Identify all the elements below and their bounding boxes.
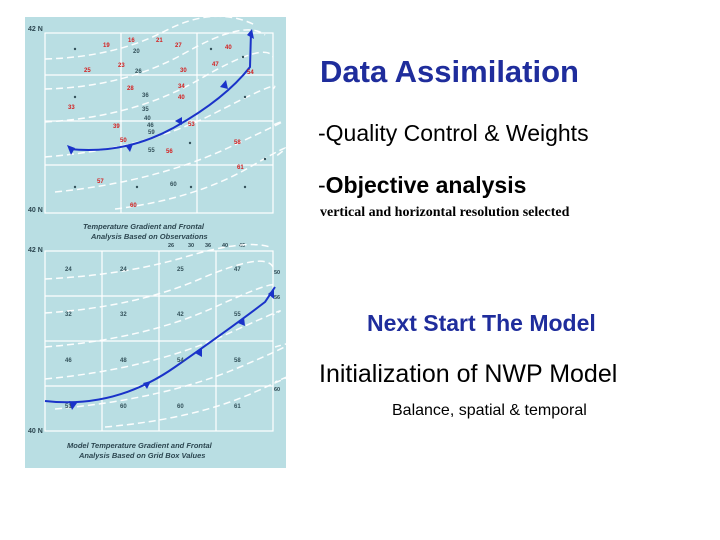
obs-label: 34 <box>178 84 185 90</box>
bottom-lat-top-label: 42 N <box>28 247 43 254</box>
obs-label: 58 <box>234 140 241 146</box>
top-grid <box>44 32 274 214</box>
top-caption-line1: Temperature Gradient and Frontal <box>83 222 205 231</box>
svg-text:60: 60 <box>274 387 280 393</box>
obs-label: 26 <box>135 69 142 75</box>
obs-label: 54 <box>247 70 254 76</box>
obs-label: 57 <box>97 179 104 185</box>
bullet-dash: - <box>318 172 326 198</box>
obs-label: 40 <box>144 116 151 122</box>
svg-text:36: 36 <box>205 243 211 249</box>
obs-label: 53 <box>188 122 195 128</box>
svg-text:50: 50 <box>274 270 280 276</box>
grid-value: 47 <box>234 267 241 273</box>
initialization-line: Initialization of NWP Model <box>319 360 618 388</box>
grid-value: 24 <box>65 267 72 273</box>
svg-text:26: 26 <box>168 243 174 249</box>
balance-line: Balance, spatial & temporal <box>392 402 587 419</box>
bullet-quality-control: -Quality Control & Weights <box>318 120 589 146</box>
bottom-panel: 42 N 40 N 26 30 36 40 46 50 56 60 <box>28 243 286 460</box>
obs-label: 40 <box>225 45 232 51</box>
grid-value: 58 <box>234 358 241 364</box>
grid-value: 55 <box>234 312 241 318</box>
top-front <box>67 29 254 155</box>
obs-label: 60 <box>170 182 177 188</box>
obs-label: 19 <box>103 43 110 49</box>
grid-value: 54 <box>177 358 184 364</box>
obs-label: 23 <box>118 63 125 69</box>
grid-value: 60 <box>120 404 127 410</box>
obs-label: 28 <box>127 86 134 92</box>
obs-label: 39 <box>113 124 120 130</box>
bottom-grid-values: 24 24 25 47 32 32 42 55 46 48 54 58 51 6… <box>65 267 241 410</box>
top-panel: 42 N 40 N 16 21 <box>28 17 286 241</box>
bottom-front <box>44 286 276 410</box>
svg-text:46: 46 <box>239 243 245 249</box>
bottom-caption-line2: Analysis Based on Grid Box Values <box>78 451 205 460</box>
obs-label: 61 <box>237 165 244 171</box>
obs-label: 20 <box>133 49 140 55</box>
obs-label: 60 <box>130 203 137 209</box>
top-lat-bottom-label: 40 N <box>28 207 43 214</box>
bottom-caption-line1: Model Temperature Gradient and Frontal <box>67 441 213 450</box>
bottom-grid <box>44 250 274 432</box>
obs-label: 21 <box>156 38 163 44</box>
obs-label: 33 <box>68 105 75 111</box>
slide-title: Data Assimilation <box>320 54 579 89</box>
svg-text:30: 30 <box>188 243 194 249</box>
top-station-dots <box>73 47 267 189</box>
obs-label: 50 <box>120 138 127 144</box>
grid-value: 42 <box>177 312 184 318</box>
obs-label: 46 <box>147 123 154 129</box>
grid-value: 32 <box>65 312 72 318</box>
figure-background <box>25 17 286 468</box>
bottom-top-ticks: 26 30 36 40 46 <box>168 243 245 249</box>
bottom-right-ticks: 50 56 60 <box>274 270 280 393</box>
top-caption-line2: Analysis Based on Observations <box>90 232 208 241</box>
obs-label: 16 <box>128 38 135 44</box>
bottom-lat-bottom-label: 40 N <box>28 428 43 435</box>
svg-text:40: 40 <box>222 243 228 249</box>
obs-label: 25 <box>84 68 91 74</box>
obs-label: 30 <box>180 68 187 74</box>
grid-value: 24 <box>120 267 127 273</box>
obs-label: 55 <box>148 148 155 154</box>
obs-label: 59 <box>148 130 155 136</box>
bullet-resolution: vertical and horizontal resolution selec… <box>320 205 570 220</box>
bullet-objective-analysis: -Objective analysis <box>318 172 526 199</box>
obs-label: 40 <box>178 95 185 101</box>
next-start-heading: Next Start The Model <box>367 310 596 336</box>
obs-label: 47 <box>212 62 219 68</box>
grid-value: 48 <box>120 358 127 364</box>
grid-value: 61 <box>234 404 241 410</box>
svg-text:56: 56 <box>274 295 280 301</box>
grid-value: 25 <box>177 267 184 273</box>
bullet-objective-analysis-text: Objective analysis <box>325 172 527 198</box>
obs-label: 56 <box>166 149 173 155</box>
top-observations: 16 21 19 20 27 40 25 23 26 30 47 54 28 3… <box>68 38 254 209</box>
grid-value: 51 <box>65 404 72 410</box>
obs-label: 35 <box>142 107 149 113</box>
figure-weather-analysis: 42 N 40 N 16 21 <box>25 17 286 468</box>
obs-label: 36 <box>142 93 149 99</box>
obs-label: 27 <box>175 43 182 49</box>
grid-value: 60 <box>177 404 184 410</box>
top-lat-top-label: 42 N <box>28 26 43 33</box>
grid-value: 32 <box>120 312 127 318</box>
grid-value: 46 <box>65 358 72 364</box>
